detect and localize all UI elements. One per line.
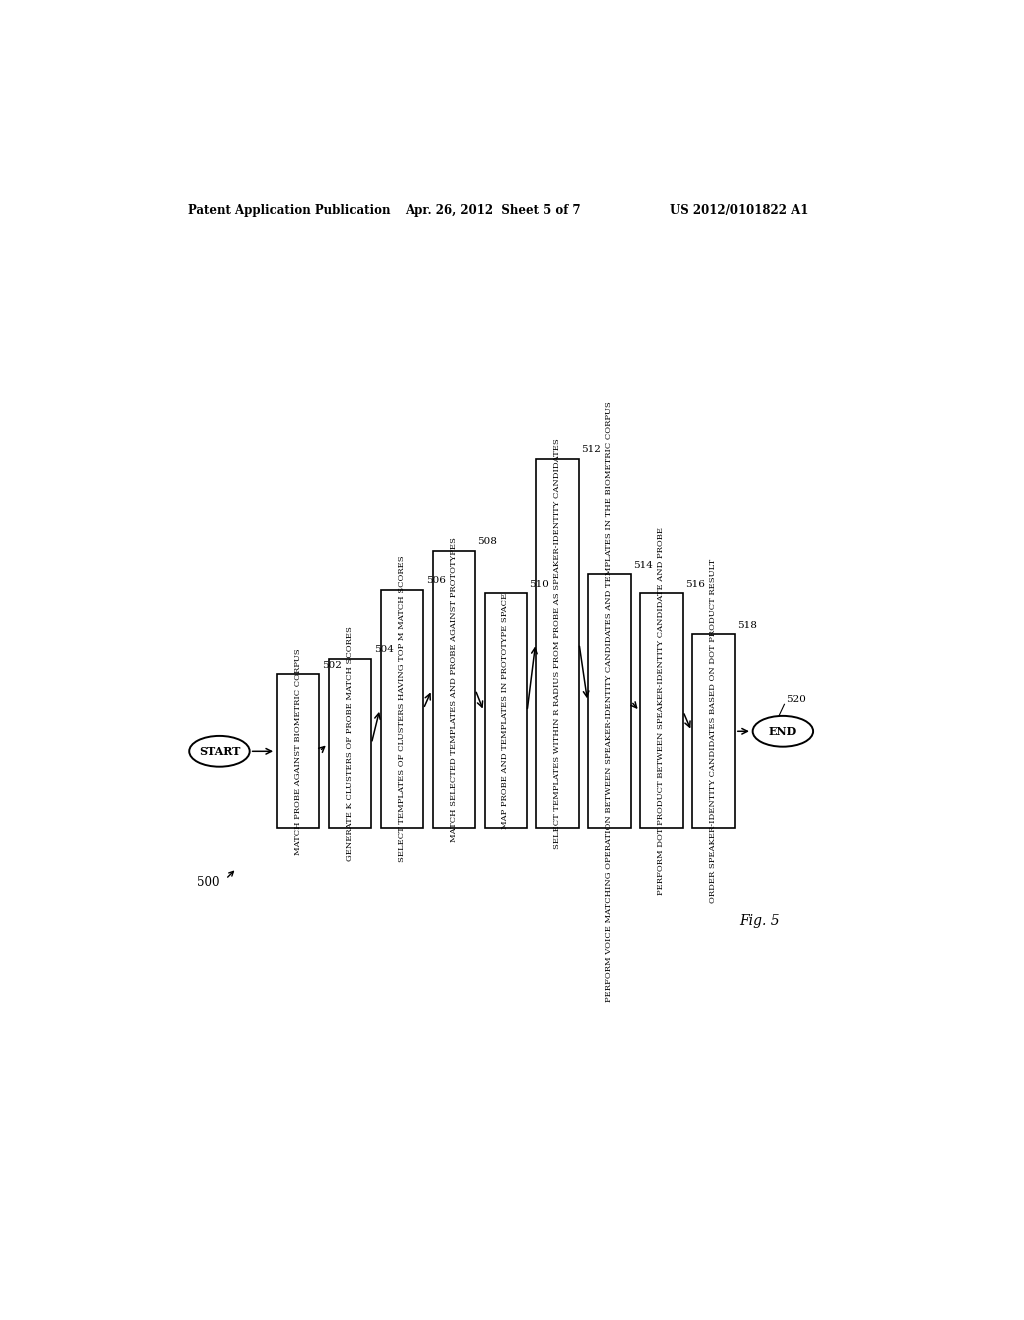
Bar [484,594,527,829]
Text: 506: 506 [426,576,445,585]
Text: MATCH PROBE AGAINST BIOMETRIC CORPUS: MATCH PROBE AGAINST BIOMETRIC CORPUS [294,648,302,854]
Text: SELECT TEMPLATES WITHIN R RADIUS FROM PROBE AS SPEAKER-IDENTITY CANDIDATES: SELECT TEMPLATES WITHIN R RADIUS FROM PR… [553,438,561,849]
Text: 512: 512 [582,445,601,454]
Text: MATCH SELECTED TEMPLATES AND PROBE AGAINST PROTOTYPES: MATCH SELECTED TEMPLATES AND PROBE AGAIN… [450,537,458,842]
Text: MAP PROBE AND TEMPLATES IN PROTOTYPE SPACE: MAP PROBE AND TEMPLATES IN PROTOTYPE SPA… [502,593,509,829]
Text: 502: 502 [322,661,342,669]
Text: 516: 516 [685,579,706,589]
Text: END: END [769,726,797,737]
Bar [276,675,319,829]
Bar [692,635,735,829]
Text: Patent Application Publication: Patent Application Publication [188,205,391,218]
Text: 508: 508 [477,537,498,546]
Text: US 2012/0101822 A1: US 2012/0101822 A1 [671,205,809,218]
Bar [589,574,631,829]
Text: 520: 520 [786,694,806,704]
Bar [329,659,372,829]
Ellipse shape [753,715,813,747]
Bar [640,594,683,829]
Text: START: START [199,746,241,756]
Text: Apr. 26, 2012  Sheet 5 of 7: Apr. 26, 2012 Sheet 5 of 7 [406,205,581,218]
Text: 518: 518 [737,620,757,630]
Bar [381,590,423,829]
Text: 514: 514 [633,561,653,570]
Text: PERFORM VOICE MATCHING OPERATION BETWEEN SPEAKER-IDENTITY CANDIDATES AND TEMPLAT: PERFORM VOICE MATCHING OPERATION BETWEEN… [605,401,613,1002]
Text: 510: 510 [529,579,549,589]
Text: SELECT TEMPLATES OF CLUSTERS HAVING TOP M MATCH SCORES: SELECT TEMPLATES OF CLUSTERS HAVING TOP … [397,556,406,862]
Text: ORDER SPEAKER-IDENTITY CANDIDATES BASED ON DOT PRODUCT RESULT: ORDER SPEAKER-IDENTITY CANDIDATES BASED … [710,560,717,903]
Ellipse shape [189,737,250,767]
Text: 504: 504 [374,645,393,655]
Bar [432,552,475,829]
Text: Fig. 5: Fig. 5 [739,913,780,928]
Bar [537,459,579,829]
Text: PERFORM DOT PRODUCT BETWEEN SPEAKER-IDENTITY CANDIDATE AND PROBE: PERFORM DOT PRODUCT BETWEEN SPEAKER-IDEN… [657,527,666,895]
Text: GENERATE K CLUSTERS OF PROBE MATCH SCORES: GENERATE K CLUSTERS OF PROBE MATCH SCORE… [346,626,353,861]
Text: 500: 500 [197,875,219,888]
